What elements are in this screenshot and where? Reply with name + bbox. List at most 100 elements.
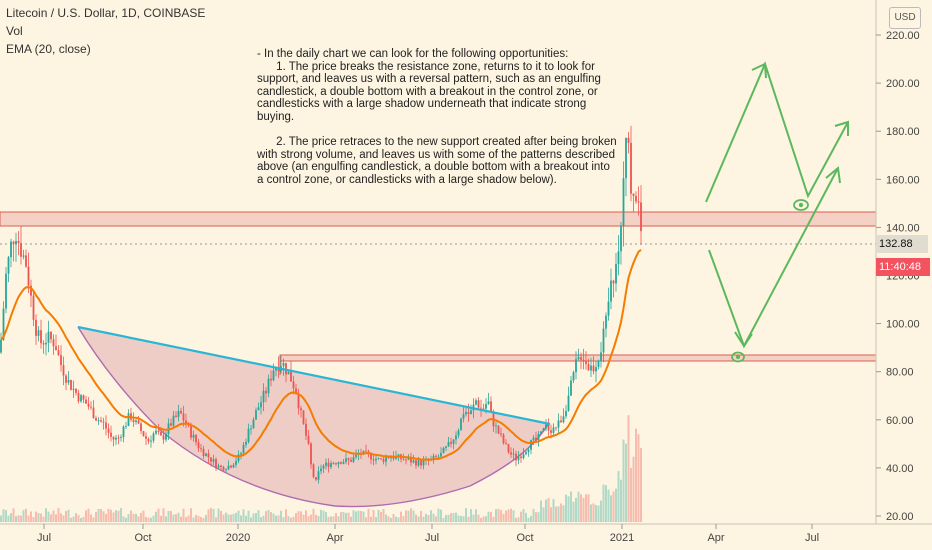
volume-bar: [272, 513, 275, 522]
candle-body: [322, 465, 325, 469]
scenario-arrows: [705, 61, 849, 349]
candle-body: [327, 462, 330, 468]
candle-body: [570, 380, 572, 396]
volume-bar: [290, 517, 292, 522]
candle-body: [240, 453, 242, 455]
currency-button[interactable]: USD: [889, 7, 921, 29]
candle-body: [567, 395, 570, 411]
candle-body: [497, 425, 500, 434]
candle-body: [312, 464, 315, 478]
volume-bar: [297, 511, 300, 522]
volume-bar: [192, 517, 195, 522]
volume-bar: [592, 503, 595, 522]
candle-body: [392, 456, 395, 459]
candle-body: [227, 465, 230, 470]
candle-body: [260, 402, 262, 408]
candle-body: [122, 426, 125, 438]
volume-bar: [120, 508, 122, 522]
candle-body: [520, 456, 522, 459]
candle-body: [47, 331, 50, 343]
symbol-title[interactable]: Litecoin / U.S. Dollar, 1D, COINBASE: [6, 6, 206, 20]
candle-body: [270, 378, 272, 381]
candle-body: [190, 425, 192, 438]
volume-bar: [440, 509, 442, 522]
candle-body: [230, 465, 232, 468]
volume-bar: [10, 513, 12, 522]
candle-body: [420, 460, 422, 466]
candle-body: [70, 379, 72, 390]
arrowhead-3: [825, 166, 841, 184]
volume-bar: [40, 513, 42, 522]
ema-indicator-label[interactable]: EMA (20, close): [6, 42, 91, 56]
candle-body: [65, 375, 67, 383]
candle-body: [625, 137, 627, 179]
candle-body: [605, 315, 607, 329]
volume-bar: [80, 517, 82, 522]
candle-body: [185, 420, 187, 425]
volume-bar: [52, 510, 55, 522]
candle-body: [80, 395, 82, 402]
candle-body: [117, 437, 120, 439]
candle-body: [372, 459, 375, 461]
volume-bar: [172, 514, 175, 522]
volume-bar: [327, 516, 330, 522]
candle-body: [370, 453, 372, 460]
volume-bar: [542, 507, 545, 522]
candle-body: [565, 410, 567, 417]
candle-body: [617, 251, 620, 264]
volume-bar: [245, 515, 247, 522]
volume-bar: [570, 491, 572, 522]
volume-bar: [130, 510, 132, 522]
volume-bar: [12, 508, 15, 522]
volume-bar: [42, 516, 45, 522]
volume-bar: [252, 513, 255, 522]
candle-body: [415, 460, 417, 466]
candle-body: [85, 399, 87, 404]
volume-bar: [487, 511, 490, 522]
volume-bar: [302, 514, 305, 522]
volume-bar: [417, 516, 420, 522]
arrowhead-2: [834, 120, 849, 136]
candle-body: [332, 463, 335, 464]
candle-body: [0, 339, 2, 353]
time-axis[interactable]: Jul Oct 2020 Apr Jul Oct 2021 Apr Jul: [0, 523, 932, 544]
candle-body: [132, 419, 135, 423]
volume-bar: [365, 517, 367, 522]
candle-body: [145, 436, 147, 439]
candle-body: [282, 362, 285, 367]
candle-body: [155, 430, 157, 434]
volume-bar: [517, 517, 520, 522]
descending-trendline[interactable]: [77, 325, 551, 426]
volume-bar: [475, 509, 477, 522]
volume-bar: [227, 514, 230, 522]
volume-bar: [587, 494, 590, 522]
volume-bar: [597, 505, 600, 522]
candle-body: [257, 407, 260, 411]
candle-body: [640, 202, 642, 232]
candle-body: [495, 425, 497, 427]
volume-bar: [285, 509, 287, 522]
candle-body: [555, 427, 557, 429]
volume-bar: [467, 516, 470, 522]
candle-body: [105, 422, 107, 429]
candle-body: [317, 471, 320, 480]
candle-body: [220, 465, 222, 468]
candle-body: [25, 255, 27, 267]
volume-bar: [32, 517, 35, 522]
volume-bar: [502, 513, 505, 522]
candle-body: [170, 423, 172, 426]
cup-pattern-edge: [77, 326, 549, 508]
volume-bar: [250, 517, 252, 522]
volume-bar: [35, 511, 37, 522]
volume-bar: [640, 448, 642, 522]
volume-bar: [82, 516, 85, 522]
volume-bar: [2, 509, 5, 522]
candle-body: [77, 392, 80, 402]
price-tick-label: 100.00: [886, 319, 920, 331]
candle-body: [542, 428, 545, 432]
volume-bar: [262, 515, 265, 522]
volume-indicator-label[interactable]: Vol: [6, 24, 23, 38]
resistance-zone[interactable]: [0, 211, 877, 227]
volume-bar: [600, 500, 602, 522]
